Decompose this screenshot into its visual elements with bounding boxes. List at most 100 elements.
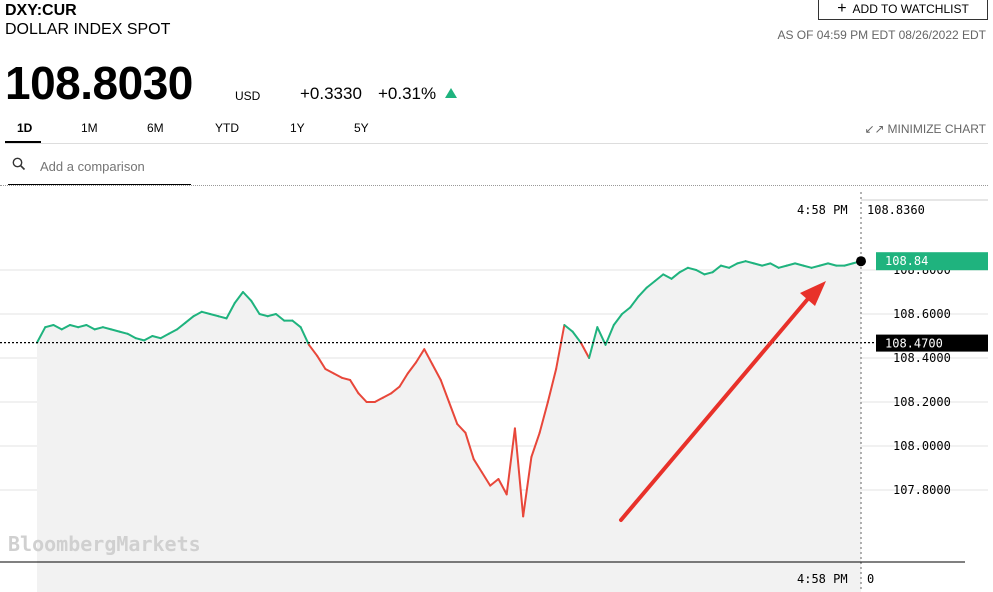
line-segment: [77, 324, 88, 329]
tab-1m[interactable]: 1M: [81, 121, 98, 135]
line-segment: [266, 313, 277, 318]
y-tick-label: 108.6000: [893, 307, 951, 321]
line-segment: [843, 262, 854, 267]
last-price-tag-bg: [876, 252, 988, 271]
line-segment: [60, 324, 71, 331]
tab-1y[interactable]: 1Y: [290, 121, 305, 135]
line-segment: [406, 361, 418, 375]
ticker-symbol: DXY:CUR: [5, 2, 77, 19]
line-segment: [662, 273, 673, 280]
line-segment: [431, 363, 442, 381]
y-axis-labels: 108.8000108.6000108.4000108.2000108.0000…: [893, 263, 951, 497]
line-segment: [258, 313, 269, 318]
tab-6m[interactable]: 6M: [147, 121, 164, 135]
line-segment: [827, 262, 838, 267]
line-segment: [769, 262, 780, 269]
line-segment: [324, 368, 335, 375]
line-segment: [299, 326, 310, 346]
line-segment: [340, 376, 352, 381]
tabs-divider: [5, 143, 988, 144]
chart-top-border: [0, 185, 988, 186]
line-segment: [448, 401, 459, 425]
line-segment: [497, 478, 508, 496]
last-price-tag: 108.84: [876, 252, 988, 271]
line-segment: [373, 396, 385, 403]
line-segment: [274, 313, 286, 322]
tab-1d[interactable]: 1D: [17, 121, 33, 135]
y-tick-label: 108.4000: [893, 351, 951, 365]
line-segment: [423, 348, 434, 366]
line-segment: [489, 478, 500, 487]
line-segment: [785, 262, 797, 267]
plus-icon: +: [837, 0, 847, 17]
comparison-input[interactable]: [38, 158, 192, 175]
line-segment: [316, 354, 327, 370]
line-segment: [818, 262, 830, 267]
line-segment: [670, 271, 681, 280]
line-segment: [332, 372, 343, 379]
line-segment: [736, 260, 747, 265]
line-segment: [36, 326, 47, 344]
last-price-dot: [856, 256, 866, 267]
line-segment: [126, 332, 137, 340]
line-segment: [571, 330, 582, 344]
price-chart: 108.8000108.6000108.4000108.2000108.0000…: [0, 192, 988, 592]
line-segment: [200, 310, 212, 315]
search-icon: [12, 157, 26, 171]
line-segment: [505, 427, 516, 496]
add-to-watchlist-label: ADD TO WATCHLIST: [852, 2, 969, 16]
line-segment: [176, 321, 187, 331]
annotation-arrow: [619, 281, 826, 522]
line-segment: [596, 326, 607, 346]
currency-label: USD: [235, 89, 261, 103]
line-segment: [802, 264, 813, 269]
line-segment: [555, 324, 566, 370]
crosshair-top-tag: 4:58 PM 108.8360: [797, 199, 988, 217]
line-segment: [101, 326, 113, 331]
line-segment: [167, 328, 179, 335]
line-segment: [464, 431, 475, 461]
line-segment: [629, 295, 640, 309]
crosshair-time-top: 4:58 PM: [797, 203, 848, 217]
line-segment: [645, 280, 656, 289]
line-segment: [530, 431, 541, 458]
minimize-icon: ↙↗: [864, 122, 885, 136]
minimize-chart-button[interactable]: ↙↗ MINIMIZE CHART: [864, 122, 986, 136]
line-segment: [242, 291, 253, 302]
line-segment: [538, 401, 549, 434]
line-segment: [291, 319, 302, 329]
line-segment: [522, 456, 533, 518]
line-segment: [752, 262, 764, 267]
y-tick-label: 108.0000: [893, 439, 951, 453]
line-segment: [225, 302, 236, 320]
line-segment: [143, 335, 154, 342]
tab-ytd[interactable]: YTD: [215, 121, 239, 135]
line-segment: [654, 273, 665, 282]
last-price: 108.8030: [5, 57, 193, 109]
line-segment: [744, 260, 755, 265]
line-segment: [192, 310, 203, 318]
line-segment: [604, 324, 615, 346]
line-segment: [184, 315, 195, 324]
crosshair-value-bottom: 0: [867, 572, 874, 586]
line-segment: [217, 315, 228, 320]
minimize-chart-label: MINIMIZE CHART: [887, 122, 986, 136]
line-segment: [52, 324, 63, 331]
line-segment: [390, 385, 401, 395]
line-segment: [513, 427, 525, 518]
tab-5y[interactable]: 5Y: [354, 121, 369, 135]
previous-close-tag: 108.4700: [876, 334, 988, 352]
y-tick-label: 108.2000: [893, 395, 951, 409]
line-segment: [728, 262, 739, 269]
up-triangle-icon: [445, 88, 457, 98]
line-segment: [637, 286, 648, 298]
line-segment: [118, 330, 129, 335]
line-segment: [761, 262, 772, 267]
add-to-watchlist-button[interactable]: + ADD TO WATCHLIST: [818, 0, 988, 20]
line-segment: [209, 313, 220, 318]
watermark-logo: BloombergMarkets: [8, 532, 201, 556]
line-segment: [85, 324, 96, 331]
line-segment: [439, 379, 450, 403]
last-price-tag-label: 108.84: [885, 254, 928, 268]
previous-close-tag-bg: [876, 334, 988, 352]
